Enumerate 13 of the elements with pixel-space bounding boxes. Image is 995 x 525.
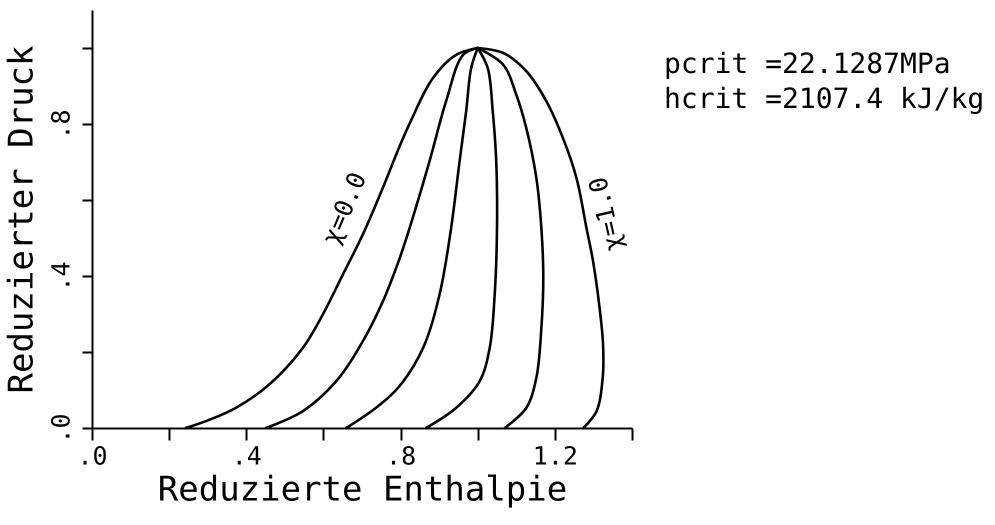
x-tick-label: .0	[77, 442, 108, 470]
text: χ=1.0	[583, 174, 628, 254]
y-axis-title: Reduzierter Druck	[2, 46, 42, 394]
text: hcrit =2107.4 kJ/kg	[664, 82, 984, 115]
y-tick-label: .0	[46, 413, 76, 444]
y-tick-label: .8	[46, 109, 76, 140]
x-tick-label: 1.2	[532, 442, 578, 470]
y-tick-label: .4	[46, 261, 76, 292]
x-tick-label: .4	[232, 442, 262, 470]
text: pcrit =22.1287MPa	[664, 47, 951, 80]
text: χ=0.0	[316, 168, 372, 249]
x-tick-label: .8	[386, 442, 416, 470]
x-axis-title: Reduzierte Enthalpie	[158, 470, 568, 510]
